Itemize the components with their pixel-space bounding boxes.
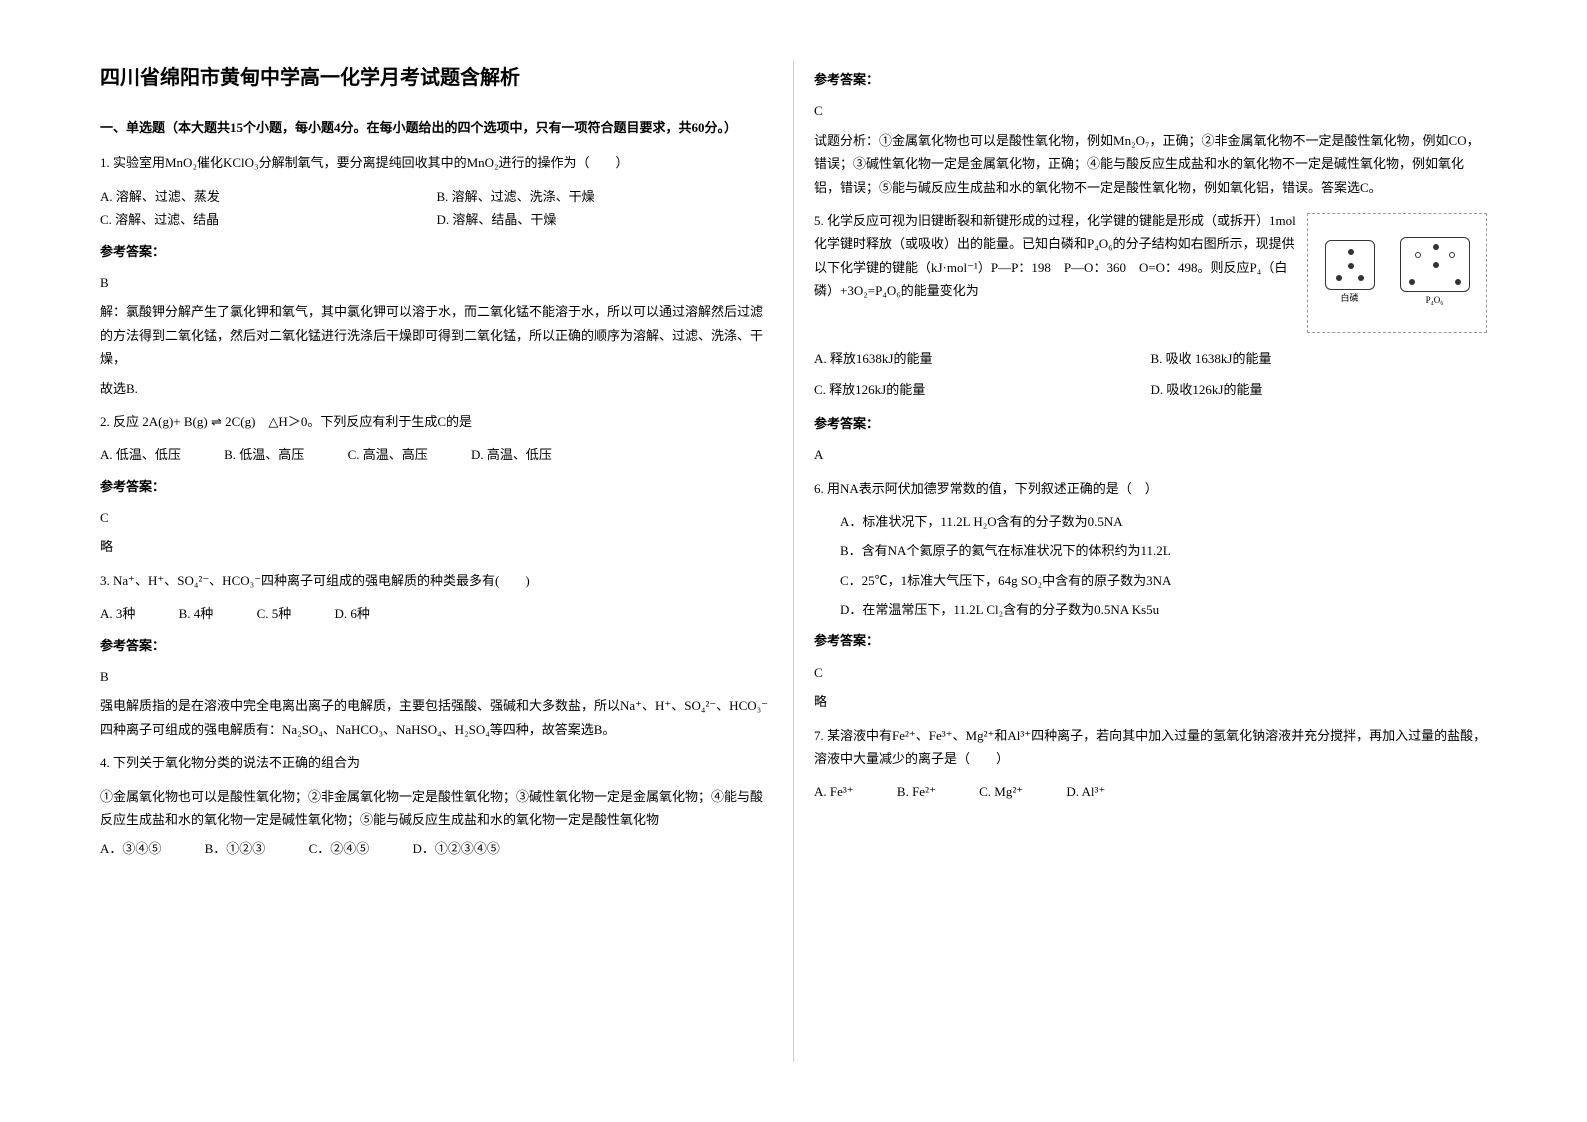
q1-opt-d: D. 溶解、结晶、干燥 xyxy=(437,208,774,231)
q3-ans-label: 参考答案： xyxy=(100,634,773,657)
q7-opt-a: A. Fe³⁺ xyxy=(814,780,854,803)
q7-opt-c: C. Mg²⁺ xyxy=(979,780,1023,803)
q6-opt-c: C．25℃，1标准大气压下，64g SO₂中含有的原子数为3NA xyxy=(814,569,1487,592)
q3-exp: 强电解质指的是在溶液中完全电离出离子的电解质，主要包括强酸、强碱和大多数盐，所以… xyxy=(100,694,773,741)
q6-ans-label: 参考答案： xyxy=(814,629,1487,652)
q2-ans-label: 参考答案： xyxy=(100,475,773,498)
section-header: 一、单选题（本大题共15个小题，每小题4分。在每小题给出的四个选项中，只有一项符… xyxy=(100,116,773,139)
q3-opt-a: A. 3种 xyxy=(100,602,135,625)
q7-opt-b: B. Fe²⁺ xyxy=(897,780,936,803)
q3-opt-d: D. 6种 xyxy=(334,602,369,625)
q1-opt-a: A. 溶解、过滤、蒸发 xyxy=(100,185,437,208)
q6-opt-a: A．标准状况下，11.2L H₂O含有的分子数为0.5NA xyxy=(814,510,1487,533)
q1-ans: B xyxy=(100,271,773,294)
q3-ans: B xyxy=(100,665,773,688)
q4-ans: C xyxy=(814,99,1487,122)
q2-opt-a: A. 低温、低压 xyxy=(100,443,181,466)
q7-stem: 7. 某溶液中有Fe²⁺、Fe³⁺、Mg²⁺和Al³⁺四种离子，若向其中加入过量… xyxy=(814,724,1487,771)
q1-opt-c: C. 溶解、过滤、结晶 xyxy=(100,208,437,231)
q2-opt-b: B. 低温、高压 xyxy=(224,443,304,466)
q4-opt-a: A．③④⑤ xyxy=(100,837,161,860)
q6-exp: 略 xyxy=(814,690,1487,713)
q2-ans: C xyxy=(100,506,773,529)
q5-opt-c: C. 释放126kJ的能量 xyxy=(814,378,1151,401)
q2-opt-c: C. 高温、高压 xyxy=(348,443,428,466)
q7-opt-d: D. Al³⁺ xyxy=(1066,780,1105,803)
q3-opt-b: B. 4种 xyxy=(179,602,214,625)
q2-stem: 2. 反应 2A(g)+ B(g) ⇌ 2C(g) △H＞0。下列反应有利于生成… xyxy=(100,410,773,433)
q1-ans-label: 参考答案： xyxy=(100,240,773,263)
q4-ans-label: 参考答案： xyxy=(814,68,1487,91)
q5-stem: 5. 化学反应可视为旧键断裂和新键形成的过程，化学键的键能是形成（或拆开）1mo… xyxy=(814,213,1296,298)
q6-opt-b: B．含有NA个氦原子的氦气在标准状况下的体积约为11.2L xyxy=(814,539,1487,562)
diag-label-right: P₄O₆ xyxy=(1426,292,1444,308)
q3-stem: 3. Na⁺、H⁺、SO₄²⁻、HCO₃⁻四种离子可组成的强电解质的种类最多有(… xyxy=(100,569,773,592)
page-title: 四川省绵阳市黄甸中学高一化学月考试题含解析 xyxy=(100,60,773,96)
molecule-diagram: 白磷 P₄O₆ xyxy=(1307,213,1487,333)
q4-opt-d: D．①②③④⑤ xyxy=(412,837,499,860)
q1-opt-b: B. 溶解、过滤、洗涤、干燥 xyxy=(437,185,774,208)
q6-ans: C xyxy=(814,661,1487,684)
q5-ans-label: 参考答案： xyxy=(814,412,1487,435)
q5-opt-b: B. 吸收 1638kJ的能量 xyxy=(1151,347,1488,370)
q5-opt-a: A. 释放1638kJ的能量 xyxy=(814,347,1151,370)
q4-opt-c: C．②④⑤ xyxy=(309,837,370,860)
q5-ans: A xyxy=(814,443,1487,466)
q4-opt-b: B．①②③ xyxy=(205,837,266,860)
q4-sub: ①金属氧化物也可以是酸性氧化物；②非金属氧化物一定是酸性氧化物；③碱性氧化物一定… xyxy=(100,785,773,832)
q6-stem: 6. 用NA表示阿伏加德罗常数的值，下列叙述正确的是（ ） xyxy=(814,477,1487,500)
q2-exp: 略 xyxy=(100,535,773,558)
q5-opt-d: D. 吸收126kJ的能量 xyxy=(1151,378,1488,401)
q1-stem: 1. 实验室用MnO₂催化KClO₃分解制氧气，要分离提纯回收其中的MnO₂进行… xyxy=(100,151,773,174)
q3-opt-c: C. 5种 xyxy=(257,602,292,625)
q4-exp-label: 试题分析： xyxy=(814,133,879,148)
q2-opt-d: D. 高温、低压 xyxy=(471,443,552,466)
q4-stem: 4. 下列关于氧化物分类的说法不正确的组合为 xyxy=(100,751,773,774)
q1-exp: 解：氯酸钾分解产生了氯化钾和氧气，其中氯化钾可以溶于水，而二氧化锰不能溶于水，所… xyxy=(100,300,773,370)
q1-exp2: 故选B. xyxy=(100,377,773,400)
diag-label-left: 白磷 xyxy=(1340,290,1358,306)
q6-opt-d: D．在常温常压下，11.2L Cl₂含有的分子数为0.5NA Ks5u xyxy=(814,598,1487,621)
q4-exp: ①金属氧化物也可以是酸性氧化物，例如Mn₂O₇，正确；②非金属氧化物不一定是酸性… xyxy=(814,133,1480,195)
